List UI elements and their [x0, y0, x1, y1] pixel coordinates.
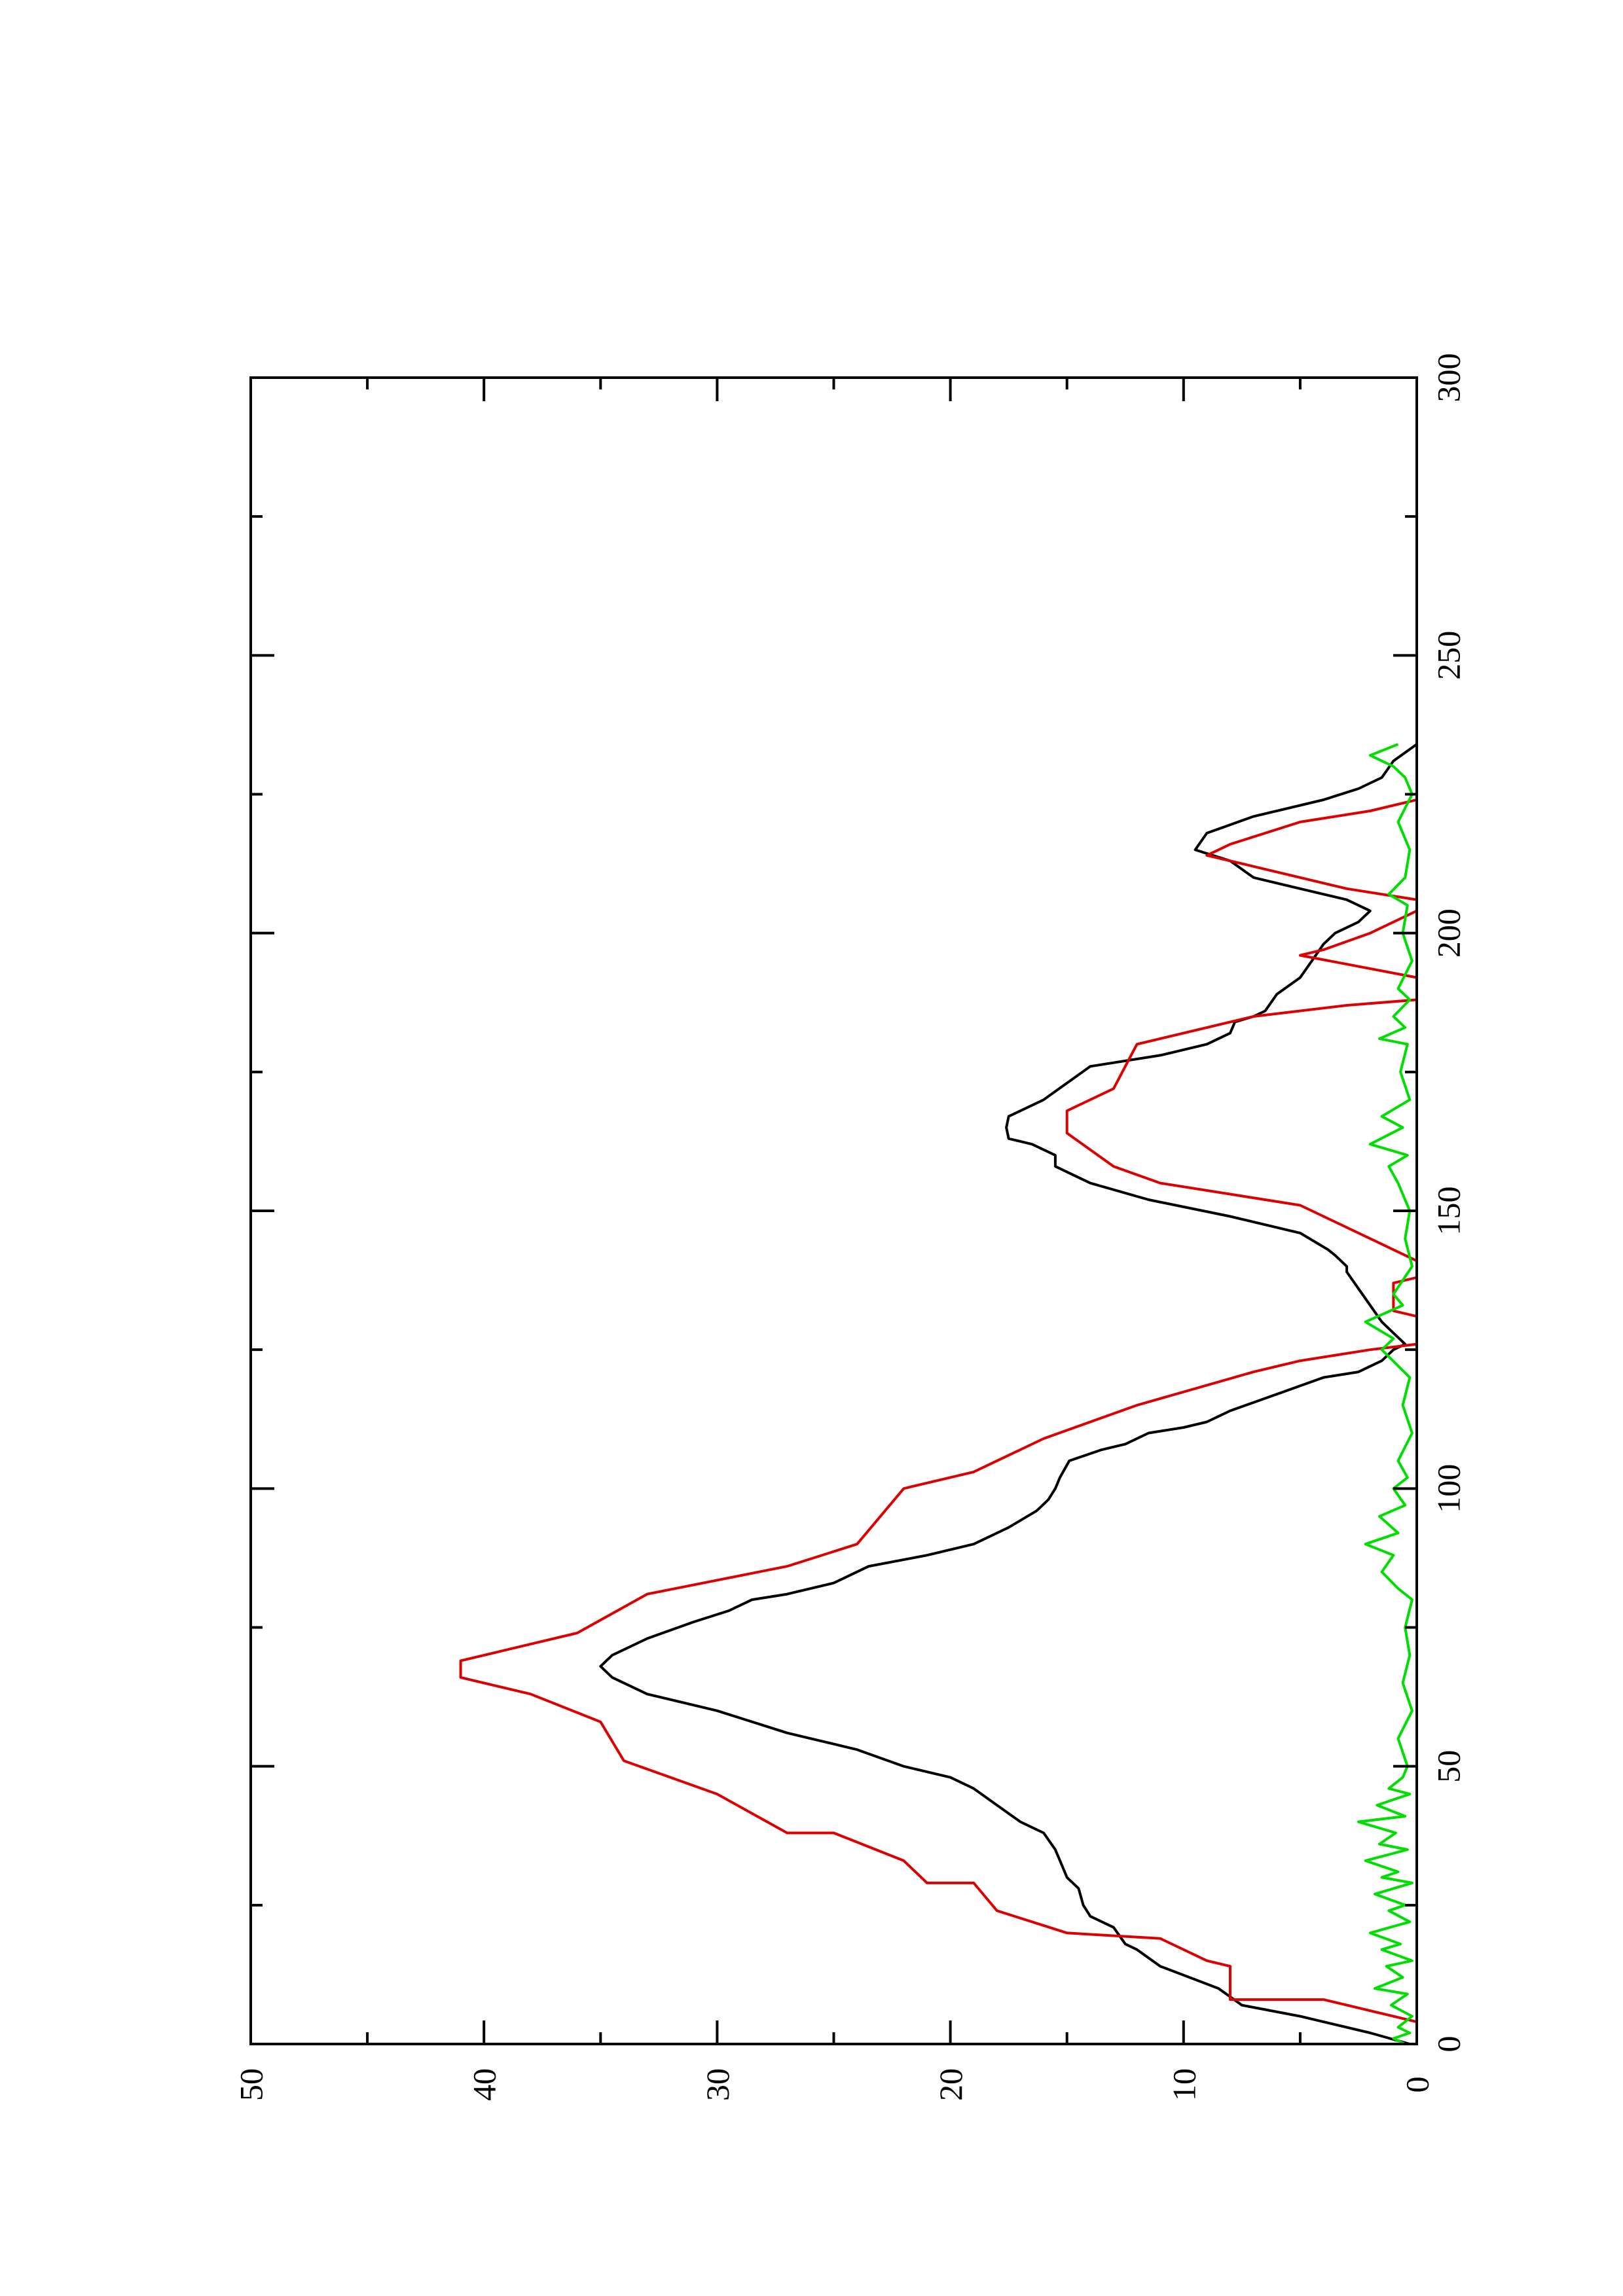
- x-tick-label: 50: [1431, 1750, 1467, 1783]
- x-tick-label: 0: [1431, 2036, 1467, 2053]
- axis-ticks: [249, 376, 1418, 2045]
- x-tick-label: 150: [1431, 1187, 1467, 1236]
- y-tick-label: 50: [233, 2068, 270, 2101]
- y-tick-label: 10: [1165, 2068, 1202, 2101]
- y-tick-label: 30: [699, 2068, 736, 2101]
- x-tick-label: 300: [1431, 353, 1467, 403]
- y-tick-label: 20: [932, 2068, 969, 2101]
- tick-labels: 0 50 100 150 200 250 300 0 10 20 30 40 50: [233, 353, 1467, 2102]
- x-tick-label: 200: [1431, 908, 1467, 958]
- x-tick-label: 100: [1431, 1464, 1467, 1513]
- series-line-3: [1357, 743, 1413, 2045]
- series-line-1: [599, 743, 1418, 2045]
- series-line-2: [459, 378, 1418, 2044]
- plot-frame: [249, 376, 1418, 2045]
- x-tick-label: 250: [1431, 631, 1467, 680]
- y-tick-label: 40: [466, 2068, 503, 2101]
- plot-area: [459, 378, 1418, 2045]
- y-tick-label: 0: [1399, 2077, 1436, 2093]
